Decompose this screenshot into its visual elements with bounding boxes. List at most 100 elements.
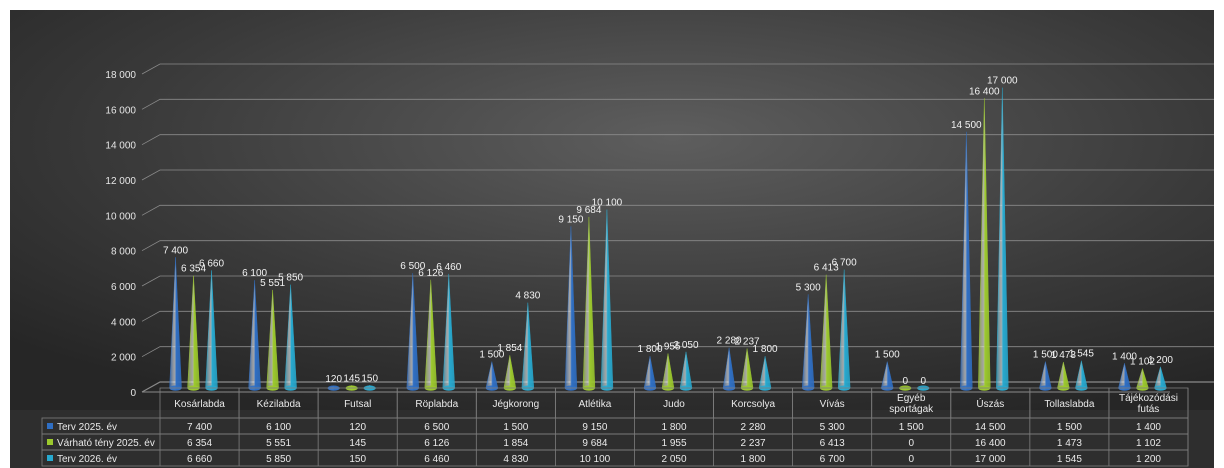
table-cell: 1 955	[661, 438, 686, 449]
data-label: 16 400	[969, 86, 1000, 97]
table-cell: 7 400	[187, 422, 212, 433]
data-label: 1 500	[479, 350, 504, 361]
data-label: 120	[325, 374, 342, 385]
y-tick-label: 2 000	[111, 353, 136, 364]
category-label: Egyéb sportágak	[889, 393, 934, 415]
table-cell: 6 660	[187, 454, 212, 465]
data-label: 145	[343, 373, 360, 384]
series-name: Terv 2025. év	[57, 422, 117, 433]
table-cell: 6 100	[266, 422, 291, 433]
gridline	[141, 63, 1214, 75]
table-cell: 5 300	[820, 422, 845, 433]
data-label: 150	[361, 373, 378, 384]
data-label: 17 000	[987, 76, 1018, 87]
table-cell: 2 280	[741, 422, 766, 433]
series-name: Várható tény 2025. év	[57, 438, 155, 449]
data-label: 1 955	[655, 341, 680, 352]
category-label: Judo	[663, 399, 685, 410]
table-cell: 150	[349, 454, 366, 465]
table-cell: 17 000	[975, 454, 1006, 465]
data-label: 4 830	[515, 291, 540, 302]
y-tick-label: 8 000	[111, 247, 136, 258]
data-label: 10 100	[592, 198, 623, 209]
table-cell: 1 102	[1136, 438, 1161, 449]
category-label-line: Futsal	[344, 399, 371, 410]
category-label-line: Egyéb	[897, 393, 926, 404]
data-label: 0	[902, 376, 908, 387]
table-cell: 0	[908, 454, 914, 465]
data-label: 5 850	[278, 273, 303, 284]
table-cell: 6 126	[424, 438, 449, 449]
data-label: 6 413	[814, 263, 839, 274]
category-label: Korcsolya	[731, 399, 775, 410]
category-label-line: Kézilabda	[257, 399, 301, 410]
data-label: 9 150	[558, 214, 583, 225]
data-label: 6 500	[400, 261, 425, 272]
data-label: 6 126	[418, 268, 443, 279]
category-label-line: sportágak	[889, 404, 934, 415]
gridline	[141, 240, 1214, 252]
data-label: 1 545	[1069, 349, 1094, 360]
data-label: 5 300	[796, 282, 821, 293]
legend-swatch	[47, 439, 53, 445]
data-label: 6 354	[181, 264, 206, 275]
table-cell: 1 500	[503, 422, 528, 433]
category-label: Röplabda	[415, 399, 458, 410]
data-label: 6 660	[199, 258, 224, 269]
category-label-line: Röplabda	[415, 399, 458, 410]
series-name: Terv 2026. év	[57, 454, 117, 465]
data-label: 1 854	[497, 343, 522, 354]
y-tick-label: 10 000	[105, 211, 136, 222]
table-cell: 1 400	[1136, 422, 1161, 433]
table-cell: 1 545	[1057, 454, 1082, 465]
category-label: Atlétika	[579, 399, 612, 410]
table-cell: 120	[349, 422, 366, 433]
data-label: 1 200	[1148, 355, 1173, 366]
category-label-line: Korcsolya	[731, 399, 775, 410]
table-cell: 16 400	[975, 438, 1006, 449]
gridline	[141, 169, 1214, 181]
category-label: Kosárlabda	[174, 399, 225, 410]
category-label: Vívás	[820, 399, 845, 410]
category-label-line: Judo	[663, 399, 685, 410]
data-label: 2 280	[717, 336, 742, 347]
data-label: 2 237	[735, 336, 760, 347]
table-cell: 1 854	[503, 438, 528, 449]
category-label-line: futás	[1138, 404, 1160, 415]
table-cell: 5 551	[266, 438, 291, 449]
category-label-line: Úszás	[976, 397, 1004, 410]
data-label: 1 500	[875, 350, 900, 361]
data-label: 7 400	[163, 245, 188, 256]
legend-swatch	[47, 423, 53, 429]
table-cell: 10 100	[580, 454, 611, 465]
table-cell: 2 050	[661, 454, 686, 465]
y-tick-label: 6 000	[111, 282, 136, 293]
table-cell: 1 500	[1057, 422, 1082, 433]
y-tick-label: 4 000	[111, 317, 136, 328]
category-label-line: Tájékozódási	[1119, 393, 1178, 404]
gridline	[141, 275, 1214, 287]
data-label: 6 100	[242, 268, 267, 279]
data-label: 2 050	[673, 340, 698, 351]
y-tick-label: 18 000	[105, 70, 136, 81]
gridline	[141, 134, 1214, 146]
y-tick-label: 16 000	[105, 105, 136, 116]
category-label: Futsal	[344, 399, 371, 410]
table-cell: 2 237	[741, 438, 766, 449]
category-label-line: Vívás	[820, 399, 845, 410]
category-label: Tollaslabda	[1044, 399, 1094, 410]
table-cell: 6 460	[424, 454, 449, 465]
gridline	[141, 346, 1214, 358]
table-cell: 0	[908, 438, 914, 449]
data-label: 1 400	[1112, 351, 1137, 362]
table-background	[10, 410, 1214, 468]
data-label: 1 800	[637, 344, 662, 355]
gridline	[141, 98, 1214, 110]
gridline	[141, 310, 1214, 322]
table-cell: 9 684	[582, 438, 607, 449]
category-label: Tájékozódási futás	[1119, 393, 1178, 415]
legend-swatch	[47, 455, 53, 461]
table-cell: 9 150	[582, 422, 607, 433]
